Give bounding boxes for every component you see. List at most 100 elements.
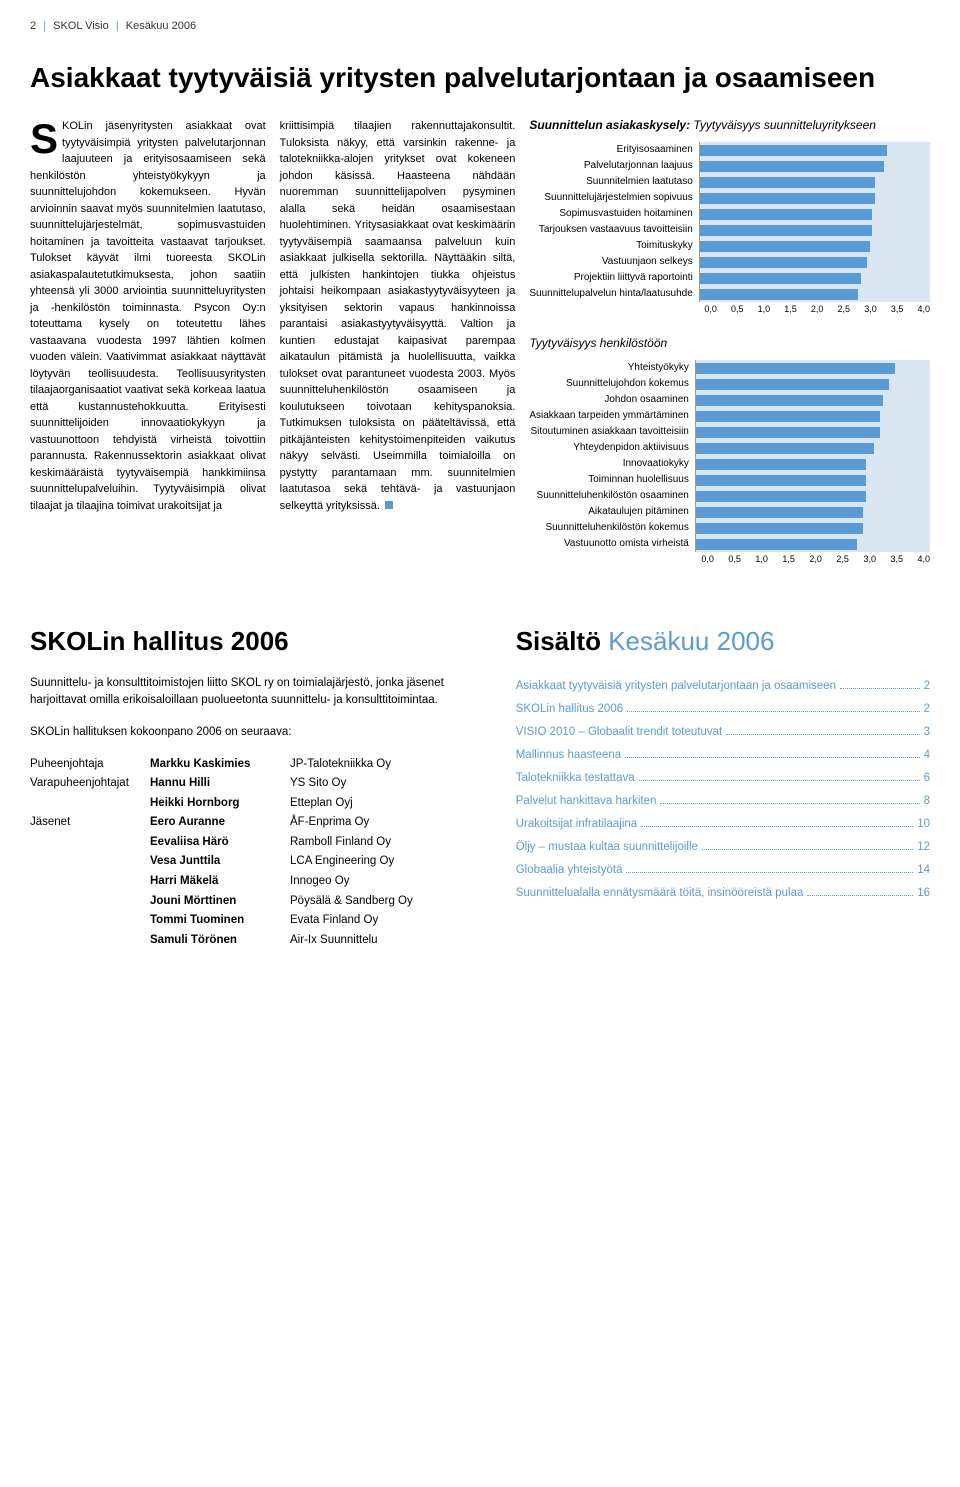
- chart-bar: [696, 539, 857, 550]
- article-col-2: kriittisimpiä tilaajien rakennuttajakons…: [280, 118, 516, 586]
- chart-row-label: Suunnittelujärjestelmien sopivuus: [529, 190, 692, 206]
- board-org: YS Sito Oy: [290, 774, 486, 794]
- chart-bar: [696, 443, 875, 454]
- toc-dots: [625, 757, 919, 758]
- chart-bar-row: [700, 206, 930, 222]
- chart-1-axis: 0,00,51,01,52,02,53,03,54,0: [529, 304, 930, 314]
- toc-row[interactable]: Öljy – mustaa kultaa suunnittelijoille 12: [516, 836, 930, 859]
- toc-row[interactable]: Talotekniikka testattava6: [516, 767, 930, 790]
- axis-tick: 0,5: [728, 554, 741, 564]
- toc-label: SKOLin hallitus 2006: [516, 698, 623, 721]
- board-role: [30, 872, 150, 892]
- chart-row-label: Toimituskyky: [529, 238, 692, 254]
- board-role: [30, 794, 150, 814]
- article-text-1: KOLin jäsenyritysten asiakkaat ovat tyyt…: [30, 120, 266, 512]
- chart-1-title: Suunnittelun asiakaskysely: Tyytyväisyys…: [529, 118, 930, 132]
- chart-row-label: Johdon osaaminen: [529, 392, 689, 408]
- chart-1-area: ErityisosaaminenPalvelutarjonnan laajuus…: [529, 142, 930, 302]
- toc-label: VISIO 2010 – Globaalit trendit toteutuva…: [516, 721, 723, 744]
- chart-bar-row: [700, 286, 930, 302]
- chart-1: Suunnittelun asiakaskysely: Tyytyväisyys…: [529, 118, 930, 314]
- axis-tick: 4,0: [917, 304, 930, 314]
- chart-bar-row: [700, 142, 930, 158]
- chart-2-axis: 0,00,51,01,52,02,53,03,54,0: [529, 554, 930, 564]
- board-row: Vesa JunttilaLCA Engineering Oy: [30, 852, 486, 872]
- chart-row-label: Projektiin liittyvä raportointi: [529, 270, 692, 286]
- chart-bar: [700, 257, 867, 268]
- board-role: Puheenjohtaja: [30, 755, 150, 775]
- board-name: Tommi Tuominen: [150, 911, 290, 931]
- issue-date: Kesäkuu 2006: [126, 20, 196, 32]
- toc-section: Sisältö Kesäkuu 2006 Asiakkaat tyytyväis…: [516, 626, 930, 950]
- chart-row-label: Erityisosaaminen: [529, 142, 692, 158]
- chart-bar-row: [700, 174, 930, 190]
- board-title: SKOLin hallitus 2006: [30, 626, 486, 657]
- chart-row-label: Aikataulujen pitäminen: [529, 504, 689, 520]
- board-intro: Suunnittelu- ja konsulttitoimistojen lii…: [30, 675, 486, 710]
- board-row: PuheenjohtajaMarkku KaskimiesJP-Talotekn…: [30, 755, 486, 775]
- chart-bar-row: [696, 520, 930, 536]
- board-table: PuheenjohtajaMarkku KaskimiesJP-Talotekn…: [30, 755, 486, 950]
- board-role: [30, 892, 150, 912]
- toc-row[interactable]: VISIO 2010 – Globaalit trendit toteutuva…: [516, 721, 930, 744]
- chart-2-labels: YhteistyökykySuunnittelujohdon kokemusJo…: [529, 360, 695, 552]
- toc-list: Asiakkaat tyytyväisiä yritysten palvelut…: [516, 675, 930, 905]
- chart-bar-row: [696, 424, 930, 440]
- board-role: Jäsenet: [30, 813, 150, 833]
- board-org: Ramboll Finland Oy: [290, 833, 486, 853]
- toc-row[interactable]: Asiakkaat tyytyväisiä yritysten palvelut…: [516, 675, 930, 698]
- chart-bar: [700, 241, 870, 252]
- chart-bar-row: [700, 238, 930, 254]
- axis-tick: 1,0: [758, 304, 771, 314]
- charts-column: Suunnittelun asiakaskysely: Tyytyväisyys…: [529, 118, 930, 586]
- toc-row[interactable]: Globaalia yhteistyötä14: [516, 859, 930, 882]
- toc-title: Sisältö Kesäkuu 2006: [516, 626, 930, 657]
- chart-row-label: Vastuunotto omista virheistä: [529, 536, 689, 552]
- end-mark-icon: [385, 501, 393, 509]
- chart-bar: [696, 363, 895, 374]
- axis-tick: 3,0: [864, 304, 877, 314]
- toc-dots: [627, 711, 919, 712]
- board-row: JäsenetEero AuranneÅF-Enprima Oy: [30, 813, 486, 833]
- chart-row-label: Suunnitteluhenkilöstön kokemus: [529, 520, 689, 536]
- article-body: S KOLin jäsenyritysten asiakkaat ovat ty…: [30, 118, 930, 586]
- board-org: Pöysälä & Sandberg Oy: [290, 892, 486, 912]
- chart-row-label: Suunnitelmien laatutaso: [529, 174, 692, 190]
- chart-bar-row: [696, 440, 930, 456]
- toc-dots: [641, 826, 913, 827]
- toc-page: 12: [917, 836, 930, 859]
- board-row: Eevaliisa HäröRamboll Finland Oy: [30, 833, 486, 853]
- toc-dots: [807, 895, 913, 896]
- chart-1-labels: ErityisosaaminenPalvelutarjonnan laajuus…: [529, 142, 698, 302]
- toc-row[interactable]: SKOLin hallitus 20062: [516, 698, 930, 721]
- chart-bar: [700, 145, 887, 156]
- toc-row[interactable]: Palvelut hankittava harkiten8: [516, 790, 930, 813]
- toc-row[interactable]: Suunnittelualalla ennätysmäärä töitä, in…: [516, 882, 930, 905]
- toc-row[interactable]: Urakoitsijat infratilaajina10: [516, 813, 930, 836]
- chart-bar-row: [700, 270, 930, 286]
- board-org: LCA Engineering Oy: [290, 852, 486, 872]
- chart-2-bars: [695, 360, 930, 552]
- sep-icon: |: [116, 20, 119, 32]
- board-org: Innogeo Oy: [290, 872, 486, 892]
- chart-row-label: Asiakkaan tarpeiden ymmärtäminen: [529, 408, 689, 424]
- axis-tick: 3,5: [891, 304, 904, 314]
- board-org: ÅF-Enprima Oy: [290, 813, 486, 833]
- chart-2-area: YhteistyökykySuunnittelujohdon kokemusJo…: [529, 360, 930, 552]
- axis-tick: 1,5: [784, 304, 797, 314]
- board-role: [30, 931, 150, 951]
- board-name: Harri Mäkelä: [150, 872, 290, 892]
- chart-bar-row: [696, 376, 930, 392]
- chart-row-label: Suunnitteluhenkilöstön osaaminen: [529, 488, 689, 504]
- dropcap: S: [30, 118, 62, 156]
- toc-row[interactable]: Mallinnus haasteena4: [516, 744, 930, 767]
- page: 2 | SKOL Visio | Kesäkuu 2006 Asiakkaat …: [0, 0, 960, 970]
- chart-bar: [700, 209, 873, 220]
- toc-dots: [702, 849, 913, 850]
- chart-bar-row: [696, 392, 930, 408]
- toc-label: Öljy – mustaa kultaa suunnittelijoille: [516, 836, 698, 859]
- board-name: Markku Kaskimies: [150, 755, 290, 775]
- chart-row-label: Innovaatiokyky: [529, 456, 689, 472]
- toc-label: Urakoitsijat infratilaajina: [516, 813, 637, 836]
- board-name: Samuli Törönen: [150, 931, 290, 951]
